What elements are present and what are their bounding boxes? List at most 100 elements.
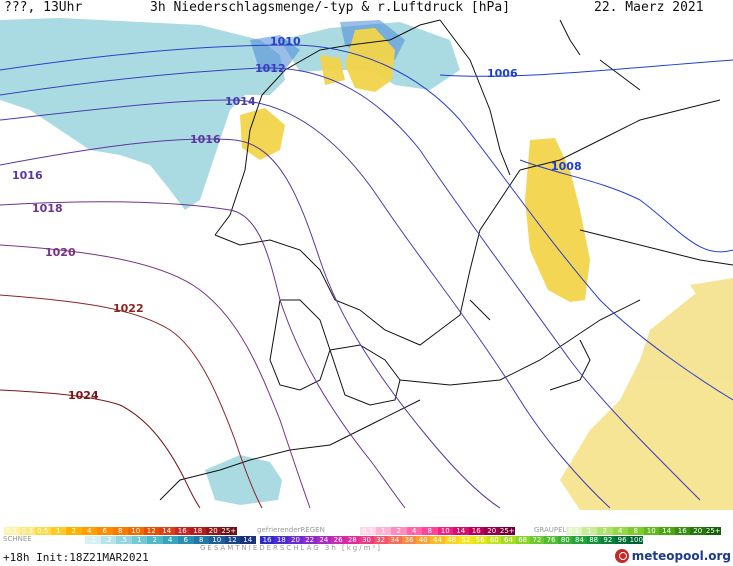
- isobar-label-1012: 1012: [255, 62, 286, 75]
- snow-legend-cell: .1: [85, 536, 101, 544]
- graupel-legend-cell: 2: [597, 527, 613, 535]
- freezing-legend-cell: 1: [375, 527, 391, 535]
- snow-legend-cell: 12: [224, 536, 240, 544]
- meteopool-logo-icon: [614, 549, 629, 563]
- total-legend-cell: 24: [316, 536, 331, 544]
- isobar-label-1018: 1018: [32, 202, 63, 215]
- isobar-labels: 1006 1008 1010 1012 1014 1016 1016 1018 …: [12, 35, 582, 402]
- total-legend-cell: 92: [600, 536, 615, 544]
- total-precip-label: GESAMTNIEDERSCHLAG 3h [kg/m²]: [200, 544, 382, 552]
- station-label: ???, 13Uhr: [4, 0, 83, 15]
- date-label: 22. Maerz 2021: [594, 0, 704, 15]
- graupel-label: GRAUPEL: [534, 526, 567, 534]
- graupel-legend-cell: 1: [581, 527, 597, 535]
- snow-legend-cell: 10: [209, 536, 225, 544]
- precip-snow-areas: [0, 18, 460, 505]
- rain-legend-cell: 12: [143, 527, 159, 535]
- freezing-legend-cell: 16: [468, 527, 484, 535]
- total-legend-cell: 76: [544, 536, 559, 544]
- total-legend-cell: 88: [586, 536, 601, 544]
- graupel-legend-cell: 14: [659, 527, 675, 535]
- snow-legend-cell: 8: [193, 536, 209, 544]
- weather-map: 1006 1008 1010 1012 1014 1016 1016 1018 …: [0, 16, 733, 524]
- total-legend-cell: 68: [515, 536, 530, 544]
- rain-legend-cell: 0.3: [19, 527, 35, 535]
- isobar-label-1022: 1022: [113, 302, 144, 315]
- freezing-rain-label: gefrierenderREGEN: [257, 526, 325, 534]
- total-legend-cell: 32: [373, 536, 388, 544]
- rain-legend-cell: 0.5: [35, 527, 51, 535]
- brand-logo[interactable]: meteopool.org: [614, 547, 731, 565]
- isobar-label-1016a: 1016: [190, 133, 221, 146]
- total-legend-cell: 64: [501, 536, 516, 544]
- precip-light-rain-areas: [560, 278, 733, 510]
- graupel-legend-cell: 4: [612, 527, 628, 535]
- total-legend-cell: 26: [331, 536, 346, 544]
- rain-legend-cell: 10: [128, 527, 144, 535]
- rain-legend-cell: 4: [81, 527, 97, 535]
- isobar-label-1008: 1008: [551, 160, 582, 173]
- rain-legend-cell: 14: [159, 527, 175, 535]
- total-legend-cell: 36: [402, 536, 417, 544]
- graupel-legend-cell: 20: [690, 527, 706, 535]
- freezing-legend-cell: 4: [406, 527, 422, 535]
- freezing-legend-cell: 0.1: [360, 527, 376, 535]
- brand-name: meteopool.org: [631, 549, 731, 563]
- total-legend-cell: 100: [629, 536, 644, 544]
- graupel-legend-cell: 10: [643, 527, 659, 535]
- freezing-legend-cell: 10: [437, 527, 453, 535]
- isobars: [0, 44, 733, 509]
- total-legend-cell: 72: [529, 536, 544, 544]
- total-legend-cell: 84: [572, 536, 587, 544]
- total-legend-cell: 80: [558, 536, 573, 544]
- snow-legend-cell: 6: [178, 536, 194, 544]
- total-legend-cell: 30: [359, 536, 374, 544]
- isobar-label-1020: 1020: [45, 246, 76, 259]
- graupel-legend-cell: 25+: [705, 527, 721, 535]
- snow-legend-cell: 2: [147, 536, 163, 544]
- isobar-label-1010: 1010: [270, 35, 301, 48]
- freezing-legend-cell: 14: [453, 527, 469, 535]
- total-legend-cell: 18: [274, 536, 289, 544]
- snow-legend-cell: .2: [100, 536, 116, 544]
- isobar-label-1024: 1024: [68, 389, 99, 402]
- total-legend-cell: 96: [615, 536, 630, 544]
- total-legend-cell: 44: [430, 536, 445, 544]
- graupel-legend-cell: 0.1: [566, 527, 582, 535]
- rain-legend-cell: 6: [97, 527, 113, 535]
- map-canvas: 1006 1008 1010 1012 1014 1016 1016 1018 …: [0, 18, 733, 510]
- total-legend-cell: 28: [345, 536, 360, 544]
- init-time: +18h Init:18Z21MAR2021: [3, 551, 149, 564]
- isobar-label-1016b: 1016: [12, 169, 43, 182]
- map-title: 3h Niederschlagsmenge/-typ & r.Luftdruck…: [150, 0, 511, 15]
- rain-legend-cell: 1: [50, 527, 66, 535]
- legend: 0.1 0.3 0.5 1 2 4 6 8 10 12 14 16 18 20 25+ gefrierend…: [0, 524, 733, 566]
- total-legend-cell: 16: [260, 536, 275, 544]
- snow-legend-cell: 1: [131, 536, 147, 544]
- total-legend-cell: 40: [416, 536, 431, 544]
- snow-legend-cell: 14: [240, 536, 256, 544]
- total-legend-cell: 60: [487, 536, 502, 544]
- graupel-legend-cell: 16: [674, 527, 690, 535]
- snow-legend-cell: .5: [116, 536, 132, 544]
- rain-legend-cell: 0.1: [4, 527, 20, 535]
- rain-legend-cell: 20: [205, 527, 221, 535]
- total-legend-cell: 52: [458, 536, 473, 544]
- snow-legend-cell: 4: [162, 536, 178, 544]
- total-legend-cell: 56: [473, 536, 488, 544]
- isobar-label-1006: 1006: [487, 67, 518, 80]
- rain-legend-cell: 18: [190, 527, 206, 535]
- graupel-legend-cell: 8: [628, 527, 644, 535]
- total-legend-cell: 22: [302, 536, 317, 544]
- freezing-legend-cell: 8: [422, 527, 438, 535]
- title-bar: ???, 13Uhr 3h Niederschlagsmenge/-typ & …: [0, 0, 733, 16]
- snow-label: SCHNEE: [3, 535, 32, 543]
- rain-legend-cell: 2: [66, 527, 82, 535]
- total-legend-cell: 34: [387, 536, 402, 544]
- freezing-legend-cell: 20: [484, 527, 500, 535]
- rain-legend-cell: 16: [174, 527, 190, 535]
- total-legend-cell: 48: [444, 536, 459, 544]
- rain-legend-cell: 8: [112, 527, 128, 535]
- rain-legend-cell: 25+: [221, 527, 237, 535]
- freezing-legend-cell: 2: [391, 527, 407, 535]
